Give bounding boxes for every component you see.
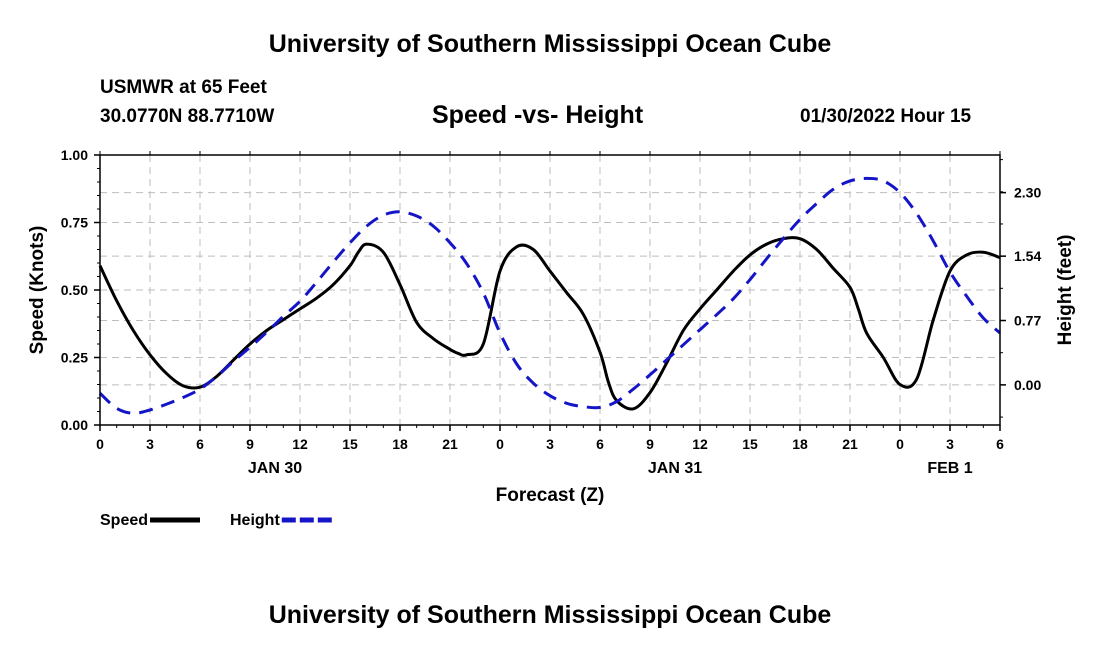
x-tick-label: 3 [546, 436, 554, 452]
x-tick-label: 6 [996, 436, 1004, 452]
series-line-speed [98, 236, 1001, 411]
x-tick-label: 0 [496, 436, 504, 452]
date-label: FEB 1 [927, 460, 972, 477]
x-tick-label: 15 [342, 436, 358, 452]
legend: Speed Height [100, 512, 332, 529]
y2-tick-label: 0.00 [1014, 377, 1041, 393]
x-tick-label: 0 [96, 436, 104, 452]
x-tick-label: 3 [146, 436, 154, 452]
x-tick-label: 6 [596, 436, 604, 452]
x-tick-label: 21 [842, 436, 858, 452]
chart-title: Speed -vs- Height [432, 101, 644, 129]
x-tick-label: 15 [742, 436, 758, 452]
y2-tick-label: 0.77 [1014, 313, 1041, 329]
date-label: JAN 30 [248, 460, 302, 477]
series-line-height [98, 176, 1001, 415]
x-tick-label: 9 [646, 436, 654, 452]
coordinates-label: 30.0770N 88.7710W [100, 106, 275, 127]
series-layer [98, 176, 1001, 415]
y2-tick-label: 2.30 [1014, 185, 1041, 201]
x-tick-label: 18 [392, 436, 408, 452]
legend-label-height: Height [230, 512, 280, 529]
legend-label-speed: Speed [100, 512, 148, 529]
x-tick-label: 12 [292, 436, 308, 452]
grid [100, 155, 1000, 425]
y-tick-label: 0.25 [61, 350, 88, 366]
footer-title: University of Southern Mississippi Ocean… [268, 601, 832, 629]
x-tick-label: 9 [246, 436, 254, 452]
main-title: University of Southern Mississippi Ocean… [268, 30, 832, 58]
datetime-label: 01/30/2022 Hour 15 [800, 106, 972, 127]
y2-tick-label: 1.54 [1014, 248, 1041, 264]
x-axis-label: Forecast (Z) [496, 485, 605, 506]
y2-axis-label: Height (feet) [1055, 235, 1076, 346]
date-label: JAN 31 [648, 460, 702, 477]
x-tick-label: 3 [946, 436, 954, 452]
y-tick-label: 0.75 [61, 215, 88, 231]
y-tick-label: 1.00 [61, 147, 88, 163]
x-tick-label: 18 [792, 436, 808, 452]
y-axis-label: Speed (Knots) [27, 226, 48, 355]
y-tick-label: 0.50 [61, 282, 88, 298]
station-label: USMWR at 65 Feet [100, 77, 267, 98]
x-tick-label: 0 [896, 436, 904, 452]
y-tick-label: 0.00 [61, 417, 88, 433]
x-tick-label: 6 [196, 436, 204, 452]
x-tick-label: 12 [692, 436, 708, 452]
axes: 0 3 6 9 12 15 18 21 0 3 6 9 12 15 18 21 0 3 6 0.00 0.25 0.50 0… [27, 147, 1076, 506]
x-tick-label: 21 [442, 436, 458, 452]
